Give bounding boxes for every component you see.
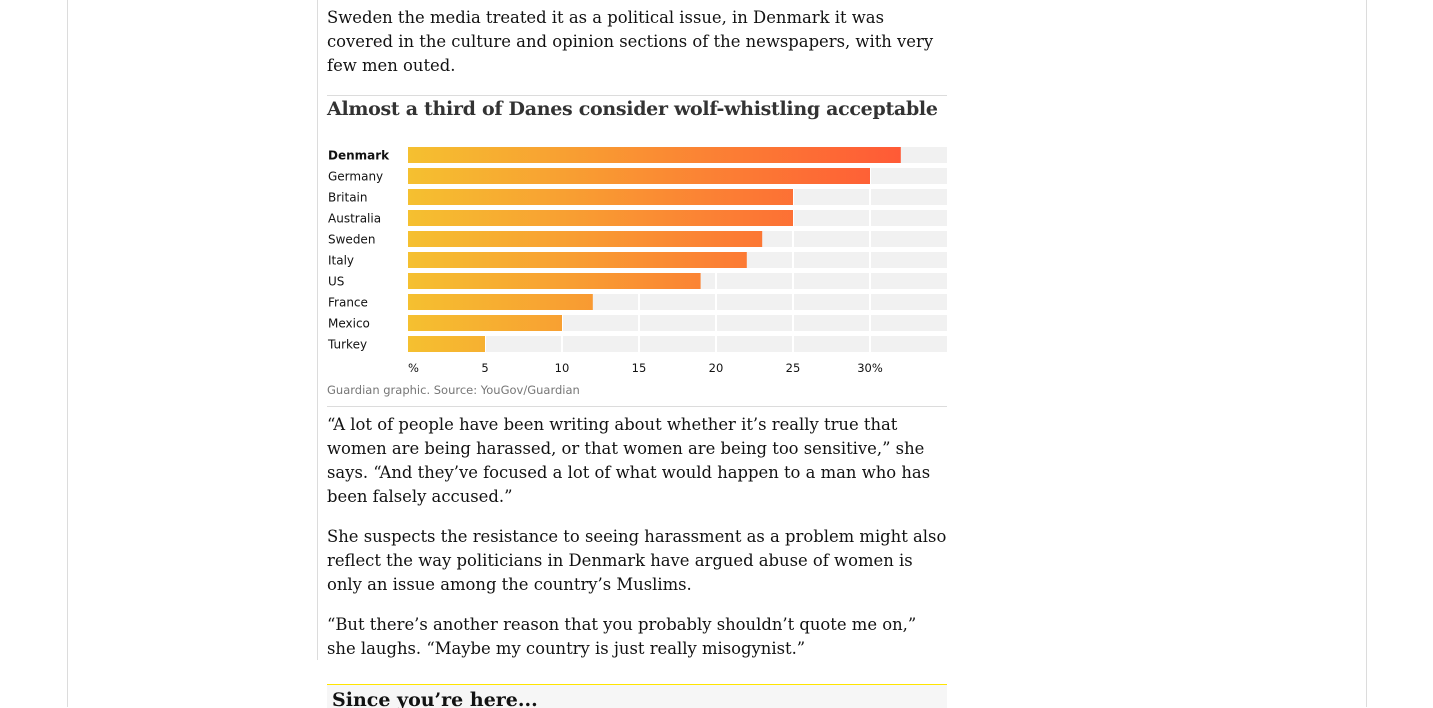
column-divider: [317, 0, 318, 660]
page-frame-right: [1366, 0, 1367, 707]
x-tick-label: 5: [481, 361, 488, 375]
category-label: Italy: [328, 254, 354, 268]
category-label: US: [328, 275, 344, 289]
page-frame-left: [67, 0, 68, 707]
category-label: Turkey: [327, 338, 367, 352]
x-tick-label: 30%: [857, 361, 883, 375]
article-paragraph: Andreasson’s research on the #MeToo move…: [327, 0, 937, 75]
article-body-lower: “A lot of people have been writing about…: [327, 413, 947, 677]
category-label: Australia: [328, 212, 381, 226]
bar-denmark: [408, 147, 901, 163]
support-epic: Since you’re here...: [327, 684, 947, 708]
x-tick-label: 25: [786, 361, 801, 375]
category-label: Denmark: [328, 149, 390, 163]
category-label: Germany: [328, 170, 383, 184]
category-label: France: [328, 296, 368, 310]
article-body-top: Andreasson’s research on the #MeToo move…: [327, 0, 947, 78]
chart-title: Almost a third of Danes consider wolf-wh…: [327, 98, 938, 120]
support-title: Since you’re here...: [332, 689, 538, 708]
article-paragraph: “A lot of people have been writing about…: [327, 415, 931, 506]
bar-turkey: [408, 336, 485, 352]
bar-sweden: [408, 231, 763, 247]
bar-britain: [408, 189, 793, 205]
bar-chart: Denmark Germany Britain Australia Sweden Ital…: [327, 145, 947, 375]
category-label: Britain: [328, 191, 368, 205]
chart-top-divider: [327, 95, 947, 96]
bar-track: [408, 336, 947, 352]
x-tick-label: 20: [709, 361, 724, 375]
x-tick-label: %: [408, 361, 419, 375]
x-tick-label: 15: [632, 361, 647, 375]
x-tick-label: 10: [555, 361, 570, 375]
chart-bottom-divider: [327, 406, 947, 407]
chart-source: Guardian graphic. Source: YouGov/Guardia…: [327, 383, 580, 397]
bar-australia: [408, 210, 793, 226]
bar-italy: [408, 252, 747, 268]
bar-germany: [408, 168, 870, 184]
chart-figure: Almost a third of Danes consider wolf-wh…: [327, 95, 947, 407]
bar-us: [408, 273, 701, 289]
article-paragraph: “But there’s another reason that you pro…: [327, 615, 917, 658]
category-label: Mexico: [328, 317, 370, 331]
article-paragraph: She suspects the resistance to seeing ha…: [327, 527, 947, 594]
bar-france: [408, 294, 593, 310]
bar-mexico: [408, 315, 562, 331]
category-label: Sweden: [328, 233, 375, 247]
